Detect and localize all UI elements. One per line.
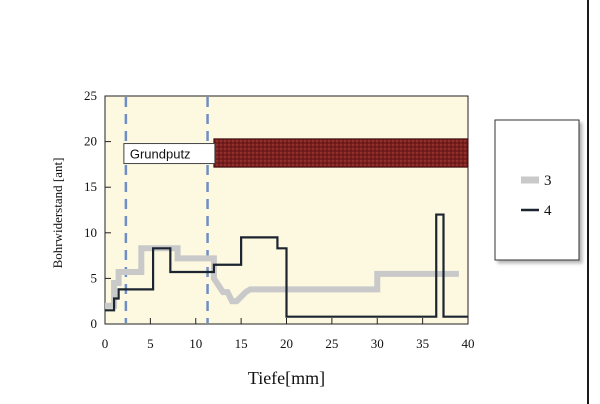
x-tick-label: 25 — [325, 336, 338, 351]
annotation-label-0: Grundputz — [130, 147, 191, 162]
legend-label-3: 3 — [544, 173, 552, 189]
y-tick-label: 5 — [91, 270, 98, 285]
y-tick-label: 20 — [84, 134, 97, 149]
x-tick-label: 20 — [280, 336, 293, 351]
y-axis-label: Bohrwiderstand [ant] — [50, 158, 65, 269]
legend-label-4: 4 — [544, 203, 552, 219]
x-tick-label: 15 — [235, 336, 248, 351]
x-tick-label: 10 — [189, 336, 202, 351]
x-axis-label: Tiefe[mm] — [248, 368, 325, 388]
x-tick-label: 0 — [102, 336, 109, 351]
y-tick-label: 15 — [84, 179, 97, 194]
series-line-3 — [105, 245, 459, 309]
page-edge-line — [587, 0, 589, 404]
hatched-band-0 — [213, 138, 469, 168]
y-tick-label: 0 — [91, 316, 98, 331]
x-tick-label: 30 — [371, 336, 384, 351]
legend-box — [494, 119, 580, 261]
series-line-4 — [105, 213, 468, 318]
annotation-box-0 — [123, 143, 216, 165]
legend: 34 — [494, 119, 580, 261]
x-tick-label: 5 — [147, 336, 154, 351]
y-tick-label: 10 — [84, 225, 97, 240]
x-tick-label: 40 — [462, 336, 475, 351]
y-tick-label: 25 — [84, 88, 97, 103]
x-tick-label: 35 — [416, 336, 429, 351]
